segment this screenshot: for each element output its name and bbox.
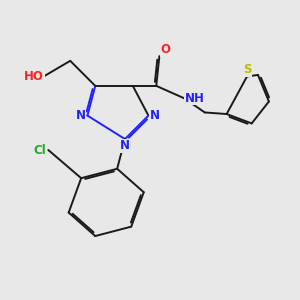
Text: N: N (76, 109, 85, 122)
Text: Cl: Cl (33, 143, 46, 157)
Text: HO: HO (24, 70, 44, 83)
Text: NH: NH (184, 92, 204, 105)
Text: O: O (160, 44, 171, 56)
Text: S: S (243, 63, 251, 76)
Text: N: N (120, 140, 130, 152)
Text: N: N (150, 109, 160, 122)
